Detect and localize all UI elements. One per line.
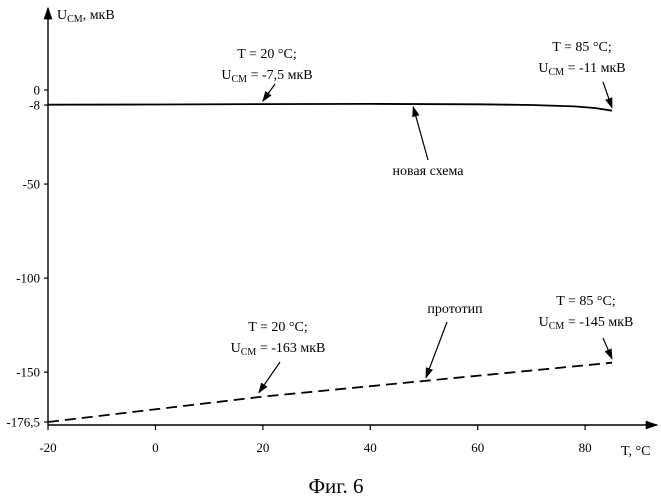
y-tick-label: 0 — [34, 83, 41, 98]
annotation-temp: T = 20 °C; — [248, 320, 308, 335]
x-tick-label: 20 — [256, 440, 269, 455]
y-ticks: 0-8 -50 -100 -150 -176,5 — [6, 83, 48, 430]
y-tick-label: -176,5 — [6, 415, 40, 430]
annotation-value: UСМ = -7,5 мкВ — [221, 68, 312, 85]
labels: T = 20 °C; UСМ = -7,5 мкВ T = 85 °C; UСМ = … — [221, 40, 634, 394]
series-label-arrow — [425, 321, 448, 379]
y-tick-label: -8 — [29, 98, 40, 113]
series-line-2 — [47, 361, 613, 423]
series — [47, 102, 613, 423]
x-tick-label: 60 — [471, 440, 484, 455]
annotation-arrow — [602, 81, 613, 109]
annotation-4: T = 85 °C; UСМ = -145 мкВ — [539, 294, 634, 360]
annotation-arrow — [258, 361, 281, 394]
series-label-1: новая схема — [393, 105, 465, 179]
annotation-1: T = 20 °C; UСМ = -7,5 мкВ — [221, 47, 313, 102]
x-axis-label: T, °C — [621, 444, 650, 459]
x-tick-label: 40 — [364, 440, 377, 455]
y-tick-label: -100 — [16, 271, 40, 286]
y-axis-label: UСМ, мкВ — [57, 8, 115, 25]
annotation-value: UСМ = -163 мкВ — [231, 341, 326, 358]
y-tick-label: -50 — [23, 177, 40, 192]
annotation-3: T = 20 °C; UСМ = -163 мкВ — [231, 320, 326, 394]
y-tick-label: -150 — [16, 365, 40, 380]
annotation-value: UСМ = -11 мкВ — [538, 61, 625, 78]
figure-caption: Фиг. 6 — [308, 474, 363, 498]
x-tick-label: 80 — [579, 440, 592, 455]
x-tick-label: -20 — [39, 440, 56, 455]
x-ticks: -20 0 20 40 60 80 — [39, 425, 592, 455]
annotation-value: UСМ = -145 мкВ — [539, 315, 634, 332]
annotation-2: T = 85 °C; UСМ = -11 мкВ — [538, 40, 626, 109]
annotation-temp: T = 20 °C; — [237, 47, 297, 62]
series-label-2: прототип — [425, 302, 483, 379]
series-label-text: прототип — [427, 302, 483, 317]
annotation-arrow — [602, 337, 613, 360]
annotation-temp: T = 85 °C; — [556, 294, 616, 309]
x-tick-label: 0 — [152, 440, 159, 455]
series-label-arrow — [412, 105, 429, 161]
series-label-text: новая схема — [393, 164, 465, 179]
series-line-1 — [47, 102, 613, 112]
annotation-arrow — [262, 83, 276, 102]
annotation-temp: T = 85 °C; — [552, 40, 612, 55]
